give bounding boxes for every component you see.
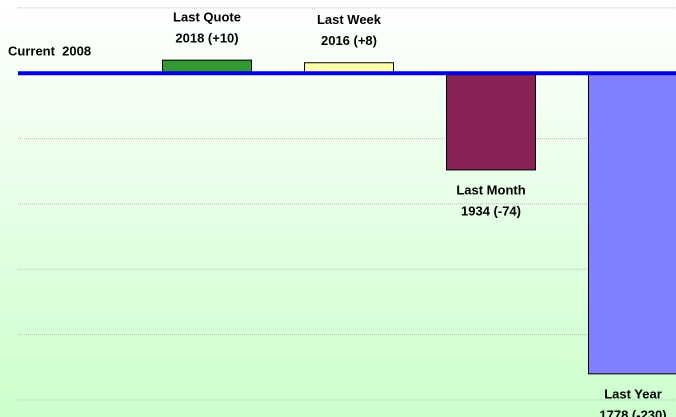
bar: [588, 72, 676, 375]
category-label: Last Year: [604, 386, 662, 401]
baseline-label: Current 2008: [8, 44, 91, 59]
value-label: 2018 (+10): [175, 31, 238, 46]
value-label: 2016 (+8): [321, 33, 377, 48]
bar: [446, 72, 536, 171]
value-label: 1778 (-230): [599, 407, 666, 417]
category-label: Last Quote: [173, 10, 241, 25]
category-label: Last Month: [456, 182, 525, 197]
category-label: Last Week: [317, 12, 382, 27]
value-label: 1934 (-74): [461, 203, 521, 218]
